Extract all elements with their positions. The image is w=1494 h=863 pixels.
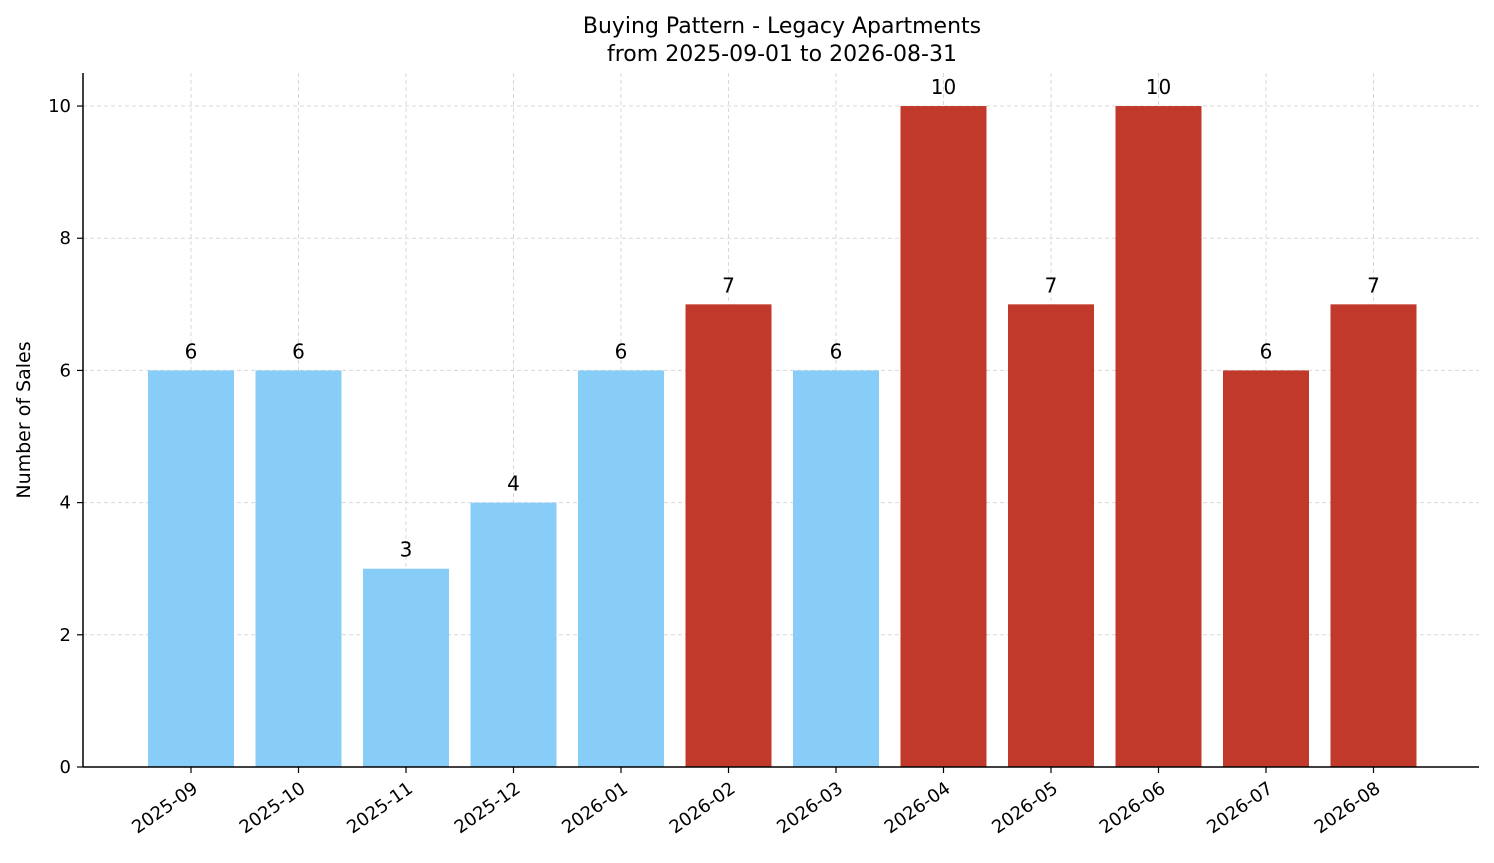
bar xyxy=(470,502,557,767)
x-tick-label: 2026-08 xyxy=(1311,778,1385,838)
bar xyxy=(900,106,987,768)
y-tick-label: 8 xyxy=(60,228,71,249)
bar xyxy=(578,370,664,767)
bar-value-label: 6 xyxy=(830,339,843,363)
bar xyxy=(1115,106,1202,768)
x-tick-label: 2026-05 xyxy=(988,778,1062,838)
bar-value-label: 10 xyxy=(1146,75,1171,99)
y-tick-label: 0 xyxy=(60,757,71,778)
y-axis-label: Number of Sales xyxy=(13,341,35,498)
bars xyxy=(148,106,1417,768)
bar xyxy=(1008,304,1094,767)
x-tick-label: 2026-01 xyxy=(558,778,632,838)
bar-value-label: 7 xyxy=(1045,273,1058,297)
bar xyxy=(793,370,879,767)
x-tick-label: 2025-12 xyxy=(451,778,525,838)
y-ticks: 0 2 4 6 8 10 xyxy=(48,96,83,778)
x-tick-label: 2026-03 xyxy=(773,778,847,838)
y-tick-label: 4 xyxy=(60,493,71,514)
chart-title: Buying Pattern - Legacy Apartments xyxy=(583,14,981,39)
bar-value-label: 7 xyxy=(1367,273,1380,297)
bar-value-label: 6 xyxy=(615,339,628,363)
bar-value-label: 6 xyxy=(1260,339,1273,363)
y-tick-label: 6 xyxy=(60,360,71,381)
bar xyxy=(363,568,449,767)
bar xyxy=(685,304,772,767)
bar-value-labels: 6 6 3 4 6 7 6 10 7 10 6 7 xyxy=(185,75,1380,562)
bar-value-label: 6 xyxy=(292,339,305,363)
bar xyxy=(1223,370,1309,767)
y-tick-label: 10 xyxy=(48,96,71,117)
x-tick-label: 2026-02 xyxy=(666,778,740,838)
bar xyxy=(1330,304,1417,767)
bar-value-label: 10 xyxy=(931,75,956,99)
bar-value-label: 3 xyxy=(400,538,413,562)
axes xyxy=(82,73,1479,768)
bar xyxy=(255,370,342,767)
bar-value-label: 6 xyxy=(185,339,198,363)
x-tick-label: 2025-10 xyxy=(236,778,310,838)
x-tick-label: 2025-11 xyxy=(343,778,417,838)
chart-subtitle: from 2025-09-01 to 2026-08-31 xyxy=(607,42,957,67)
y-tick-label: 2 xyxy=(60,625,71,646)
bar xyxy=(148,370,234,767)
x-tick-label: 2026-04 xyxy=(881,778,955,838)
x-tick-label: 2026-06 xyxy=(1096,778,1170,838)
x-ticks: 2025-09 2025-10 2025-11 2025-12 2026-01 2026-… xyxy=(128,767,1384,838)
x-tick-label: 2025-09 xyxy=(128,778,202,838)
bar-value-label: 7 xyxy=(722,273,735,297)
bar-value-label: 4 xyxy=(507,472,520,496)
x-tick-label: 2026-07 xyxy=(1203,778,1277,838)
